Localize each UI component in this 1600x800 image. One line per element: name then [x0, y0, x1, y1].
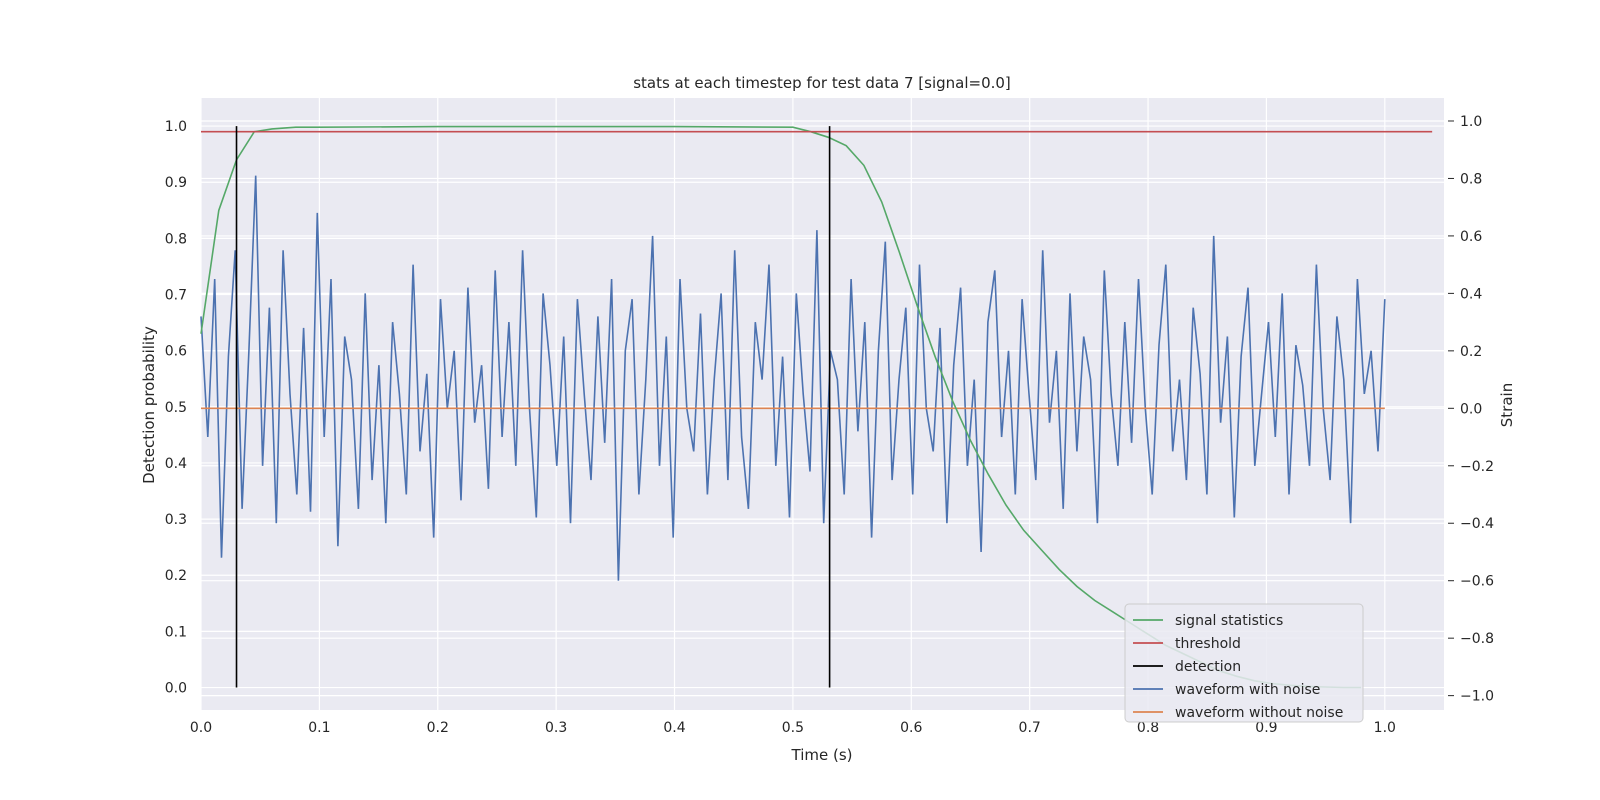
legend: signal statistics threshold detection wavef…	[1124, 603, 1364, 723]
y2-tick-label: −1.0	[1460, 689, 1494, 705]
legend-label: detection	[1175, 659, 1241, 675]
x-tick-label: 0.3	[545, 720, 567, 736]
y2-axis-label: Strain	[1498, 383, 1516, 427]
x-tick-label: 0.6	[900, 720, 922, 736]
y2-tick-label: −0.8	[1460, 631, 1494, 647]
y-tick-label: 0.4	[165, 456, 187, 472]
y2-ticks: −1.0 −0.8 −0.6 −0.4 −0.2 0.0 0.2 0.4 0.6 0.8 1.0	[1448, 114, 1494, 705]
legend-box	[1124, 603, 1364, 723]
y-tick-label: 0.2	[165, 568, 187, 584]
x-tick-label: 0.4	[663, 720, 685, 736]
y2-tick-label: 0.8	[1460, 171, 1482, 187]
legend-label: threshold	[1175, 636, 1241, 652]
y-tick-label: 0.1	[165, 624, 187, 640]
y-tick-label: 1.0	[165, 119, 187, 135]
chart-title: stats at each timestep for test data 7 […	[633, 74, 1011, 92]
y-tick-label: 0.7	[165, 288, 187, 304]
y2-tick-label: 1.0	[1460, 114, 1482, 130]
y2-tick-label: −0.2	[1460, 459, 1494, 475]
y2-tick-label: 0.4	[1460, 286, 1482, 302]
y-tick-label: 0.9	[165, 175, 187, 191]
y2-tick-label: −0.4	[1460, 516, 1494, 532]
x-axis-label: Time (s)	[791, 746, 853, 764]
y-tick-label: 0.6	[165, 344, 187, 360]
y2-tick-label: −0.6	[1460, 574, 1494, 590]
y-tick-label: 0.5	[165, 400, 187, 416]
x-tick-label: 0.9	[1255, 720, 1277, 736]
y2-tick-label: 0.6	[1460, 229, 1482, 245]
waveform-with-noise-line	[200, 175, 1386, 581]
x-tick-label: 0.2	[427, 720, 449, 736]
x-tick-label: 1.0	[1374, 720, 1396, 736]
y-tick-label: 0.3	[165, 512, 187, 528]
y-ticks: 0.0 0.1 0.2 0.3 0.4 0.5 0.6 0.7 0.8 0.9 1.0	[165, 119, 187, 696]
y-axis-label: Detection probability	[140, 326, 158, 484]
x-tick-label: 0.8	[1137, 720, 1159, 736]
x-ticks: 0.0 0.1 0.2 0.3 0.4 0.5 0.6 0.7 0.8 0.9 1.0	[190, 720, 1396, 736]
y-tick-label: 0.0	[165, 681, 187, 697]
y2-tick-label: 0.0	[1460, 401, 1482, 417]
x-tick-label: 0.5	[782, 720, 804, 736]
y-tick-label: 0.8	[165, 231, 187, 247]
x-tick-label: 0.0	[190, 720, 212, 736]
y2-tick-label: 0.2	[1460, 344, 1482, 360]
legend-label: waveform with noise	[1175, 682, 1320, 698]
legend-label: signal statistics	[1175, 613, 1283, 629]
x-tick-label: 0.1	[308, 720, 330, 736]
x-tick-label: 0.7	[1019, 720, 1041, 736]
legend-label: waveform without noise	[1175, 705, 1343, 721]
